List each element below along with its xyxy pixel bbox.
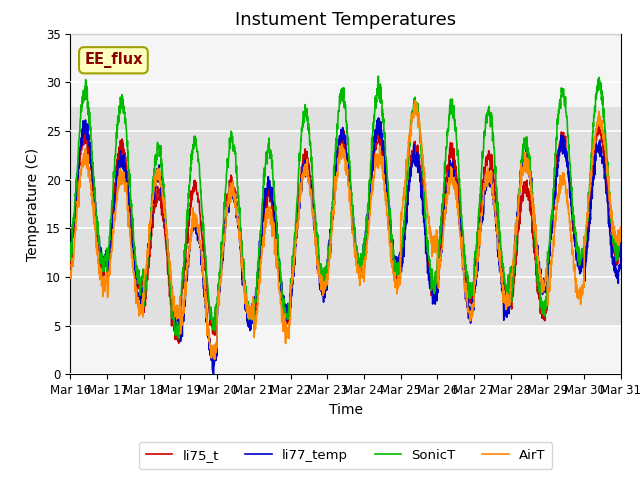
li75_t (362, 244, 369, 250)
Text: EE_flux: EE_flux (84, 52, 143, 68)
SonicT (362, 236, 369, 241)
li77_temp (506, 299, 514, 304)
Line: AirT: AirT (70, 101, 621, 360)
li77_temp (209, 371, 217, 377)
li77_temp (362, 228, 369, 234)
SonicT (374, 73, 382, 79)
li77_temp (584, 227, 592, 233)
li77_temp (220, 242, 228, 248)
AirT (584, 204, 592, 210)
li77_temp (67, 257, 74, 263)
SonicT (569, 209, 577, 215)
SonicT (506, 275, 514, 280)
AirT (211, 357, 218, 362)
Y-axis label: Temperature (C): Temperature (C) (26, 147, 40, 261)
Line: SonicT: SonicT (70, 76, 621, 338)
AirT (569, 247, 577, 253)
li75_t (584, 225, 592, 231)
li75_t (569, 221, 577, 227)
li75_t (374, 118, 382, 123)
li77_temp (374, 124, 381, 130)
AirT (412, 98, 419, 104)
Title: Instument Temperatures: Instument Temperatures (235, 11, 456, 29)
AirT (362, 257, 369, 263)
SonicT (584, 213, 592, 219)
SonicT (374, 88, 381, 94)
Bar (70, 107, 621, 326)
AirT (506, 295, 514, 300)
li75_t (67, 258, 74, 264)
li77_temp (569, 218, 577, 224)
li75_t (220, 228, 228, 233)
li77_temp (617, 241, 625, 247)
AirT (374, 156, 381, 162)
Legend: li75_t, li77_temp, SonicT, AirT: li75_t, li77_temp, SonicT, AirT (139, 443, 552, 468)
Line: li77_temp: li77_temp (70, 118, 621, 374)
SonicT (220, 206, 228, 212)
li75_t (175, 340, 182, 346)
li75_t (374, 132, 381, 138)
li75_t (617, 241, 625, 247)
SonicT (175, 336, 182, 341)
X-axis label: Time: Time (328, 403, 363, 417)
SonicT (67, 252, 74, 257)
AirT (220, 235, 228, 240)
Line: li75_t: li75_t (70, 120, 621, 343)
SonicT (617, 235, 625, 240)
AirT (617, 239, 625, 244)
li75_t (506, 280, 514, 286)
AirT (67, 276, 74, 281)
li77_temp (374, 115, 382, 121)
